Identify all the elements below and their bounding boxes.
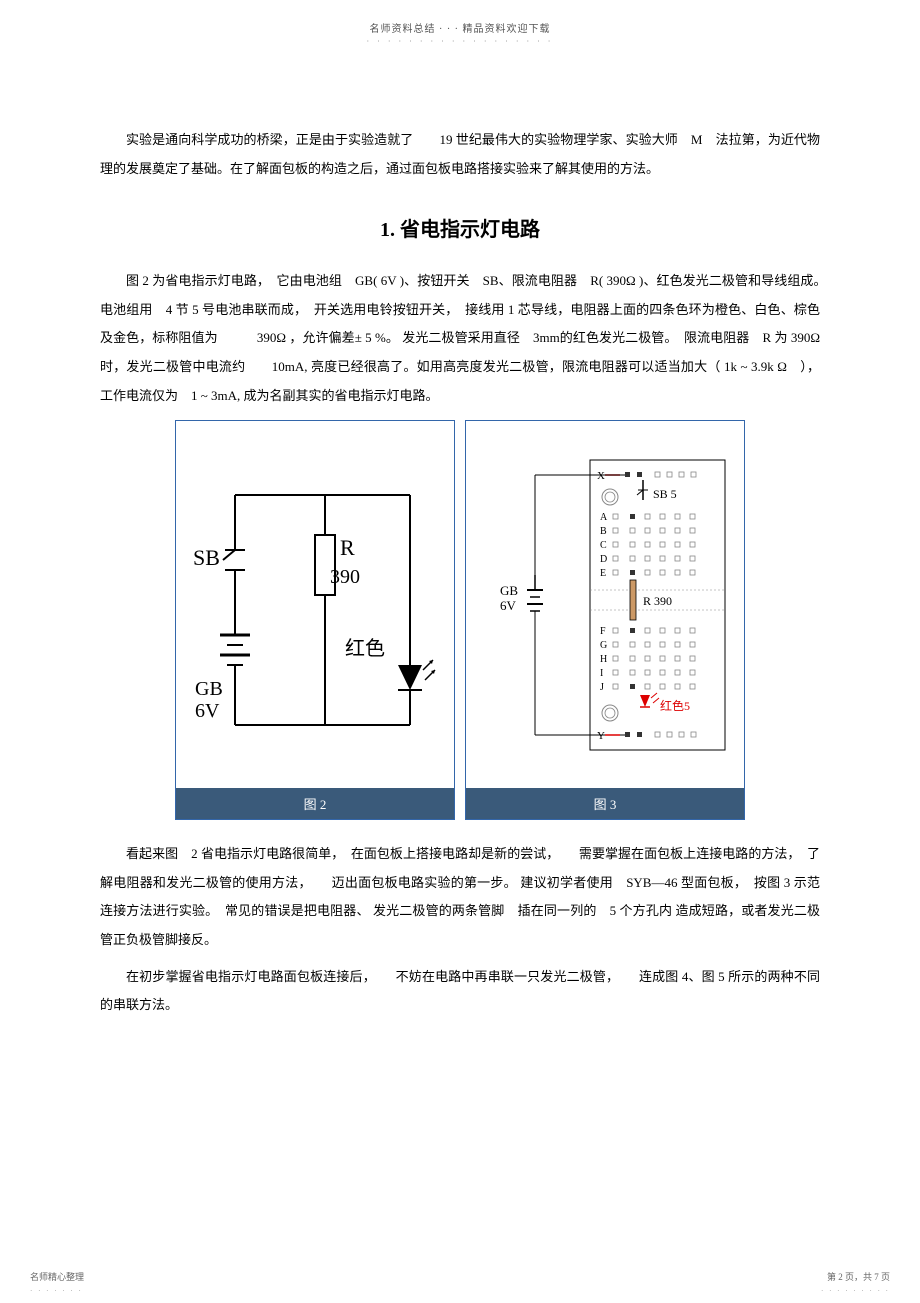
svg-text:A: A (600, 512, 608, 523)
svg-text:E: E (600, 568, 606, 579)
svg-text:F: F (600, 626, 606, 637)
svg-text:D: D (600, 554, 607, 565)
svg-text:R 390: R 390 (643, 594, 672, 608)
breadboard-diagram: X SB 5 A (475, 435, 735, 775)
svg-text:红色5: 红色5 (660, 698, 690, 713)
paragraph-2: 看起来图 2 省电指示灯电路很简单， 在面包板上搭接电路却是新的尝试， 需要掌握… (100, 840, 820, 954)
svg-text:X: X (597, 470, 605, 482)
svg-text:C: C (600, 540, 607, 551)
figure-3-caption: 图 3 (466, 788, 744, 819)
svg-text:GB: GB (500, 583, 518, 598)
r-value: 390 (330, 566, 360, 588)
intro-paragraph: 实验是通向科学成功的桥梁，正是由于实验造就了 19 世纪最伟大的实验物理学家、实… (100, 126, 820, 183)
figure-3-content: X SB 5 A (466, 421, 744, 788)
footer-left: 名师精心整理 (30, 1270, 84, 1283)
section-title: 1. 省电指示灯电路 (100, 213, 820, 242)
svg-text:G: G (600, 640, 607, 651)
figure-3: X SB 5 A (465, 420, 745, 820)
figure-2-caption: 图 2 (176, 788, 454, 819)
header-tag: 名师资料总结 · · · 精品资料欢迎下载 (0, 0, 920, 35)
main-content: 实验是通向科学成功的桥梁，正是由于实验造就了 19 世纪最伟大的实验物理学家、实… (0, 46, 920, 1068)
figure-2: SB GB 6V R 390 (175, 420, 455, 820)
svg-text:6V: 6V (500, 598, 517, 613)
svg-text:SB 5: SB 5 (653, 487, 677, 501)
svg-text:H: H (600, 654, 607, 665)
footer-right: 第 2 页，共 7 页 (827, 1270, 890, 1283)
header-dots: · · · · · · · · · · · · · · · · · · (0, 37, 920, 46)
footer-dots-left: · · · · · · · (30, 1287, 83, 1295)
svg-text:J: J (600, 682, 604, 693)
led-label: 红色 (345, 637, 385, 660)
figure-2-content: SB GB 6V R 390 (176, 421, 454, 788)
sb-label: SB (193, 545, 220, 570)
r-label: R (340, 535, 355, 560)
circuit-diagram: SB GB 6V R 390 (185, 435, 445, 775)
figures-row: SB GB 6V R 390 (100, 420, 820, 820)
gb-label: GB (195, 678, 223, 700)
svg-text:B: B (600, 526, 607, 537)
svg-text:I: I (600, 668, 603, 679)
paragraph-3: 在初步掌握省电指示灯电路面包板连接后， 不妨在电路中再串联一只发光二极管， 连成… (100, 963, 820, 1020)
footer-dots-right: · · · · · · · · · (821, 1287, 890, 1295)
svg-text:Y: Y (597, 730, 605, 742)
paragraph-1: 图 2 为省电指示灯电路， 它由电池组 GB( 6V )、按钮开关 SB、限流电… (100, 267, 820, 410)
gb-value: 6V (195, 700, 220, 722)
